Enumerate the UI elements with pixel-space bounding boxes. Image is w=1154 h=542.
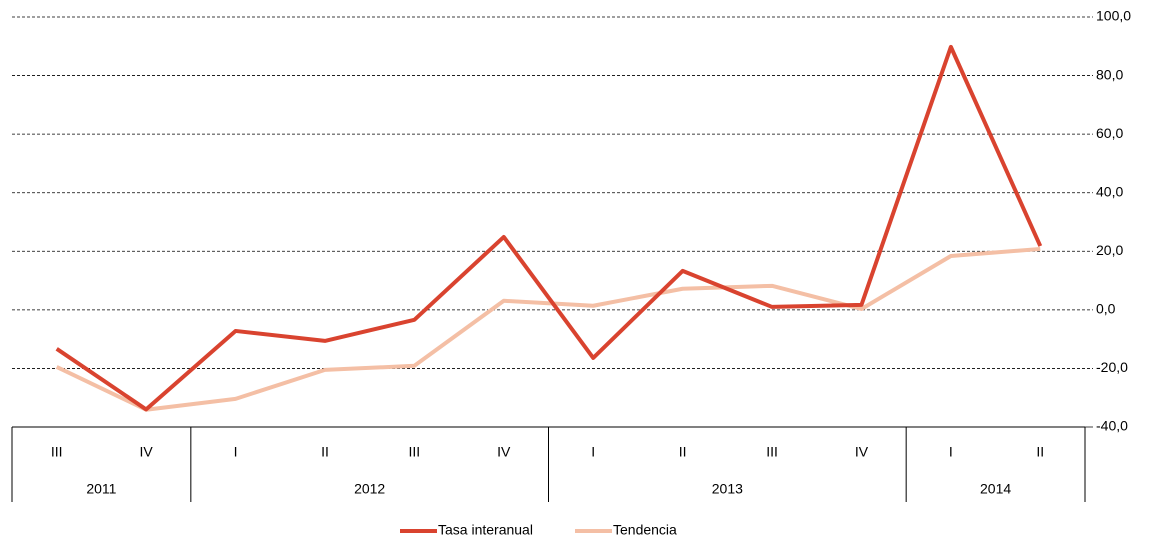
x-tick-label: IV — [855, 444, 869, 460]
legend-label: Tendencia — [613, 522, 677, 538]
x-tick-label: I — [591, 444, 595, 460]
series-line — [55, 44, 1043, 412]
y-tick-label: -20,0 — [1096, 359, 1128, 375]
group-label: 2011 — [86, 481, 116, 497]
x-tick-label: III — [409, 444, 421, 460]
x-tick-label: II — [321, 444, 329, 460]
x-tick-label: IV — [140, 444, 154, 460]
group-label: 2012 — [354, 481, 385, 497]
series-line — [55, 246, 1041, 412]
legend-label: Tasa interanual — [438, 522, 533, 538]
y-tick-label: 100,0 — [1096, 8, 1131, 24]
x-tick-label: II — [679, 444, 687, 460]
x-tick-label: II — [1036, 444, 1044, 460]
x-tick-label: I — [949, 444, 953, 460]
x-tick-label: III — [766, 444, 778, 460]
y-tick-label: 80,0 — [1096, 66, 1123, 82]
y-tick-label: 40,0 — [1096, 183, 1123, 199]
x-tick-label: III — [51, 444, 63, 460]
y-tick-label: -40,0 — [1096, 418, 1128, 434]
y-tick-label: 0,0 — [1096, 301, 1116, 317]
x-tick-label: I — [234, 444, 238, 460]
group-label: 2013 — [712, 481, 743, 497]
y-tick-label: 60,0 — [1096, 125, 1123, 141]
x-tick-label: IV — [497, 444, 511, 460]
y-tick-label: 20,0 — [1096, 242, 1123, 258]
group-label: 2014 — [980, 481, 1011, 497]
